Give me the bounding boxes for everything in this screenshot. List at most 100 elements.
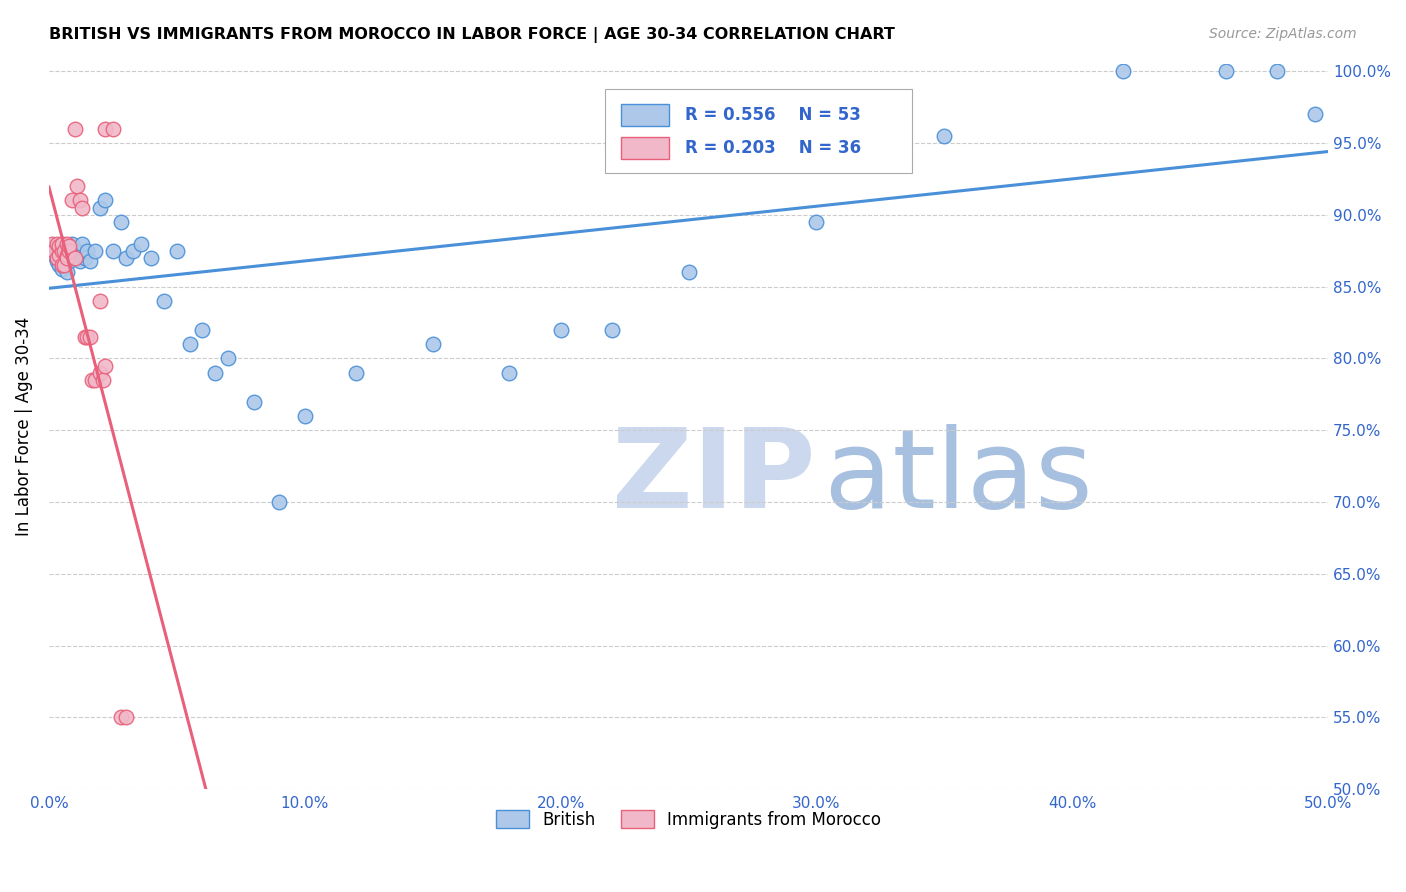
Point	[89, 201, 111, 215]
Text: atlas: atlas	[612, 424, 1092, 531]
Point	[56, 265, 79, 279]
Point	[69, 194, 91, 208]
Point	[166, 244, 188, 258]
Bar	[621, 137, 669, 159]
Point	[89, 293, 111, 308]
Text: R = 0.203    N = 36: R = 0.203 N = 36	[685, 139, 860, 157]
Point	[42, 244, 65, 258]
Point	[79, 330, 101, 344]
Point	[56, 251, 79, 265]
Point	[51, 236, 73, 251]
Point	[41, 244, 63, 258]
Point	[600, 323, 623, 337]
Point	[269, 495, 291, 509]
Point	[56, 248, 79, 262]
Point	[153, 293, 176, 308]
Point	[550, 323, 572, 337]
Point	[82, 373, 104, 387]
Point	[1112, 64, 1135, 78]
Point	[53, 251, 76, 265]
Point	[60, 194, 83, 208]
Point	[89, 366, 111, 380]
Point	[45, 251, 67, 265]
Point	[84, 244, 107, 258]
Point	[53, 244, 76, 258]
Point	[242, 394, 264, 409]
Point	[41, 236, 63, 251]
Point	[217, 351, 239, 366]
Point	[51, 262, 73, 277]
Point	[1305, 107, 1327, 121]
Point	[70, 236, 93, 251]
Text: R = 0.556    N = 53: R = 0.556 N = 53	[685, 106, 860, 124]
Point	[69, 253, 91, 268]
Point	[110, 710, 132, 724]
Point	[58, 244, 80, 258]
Point	[42, 248, 65, 262]
Point	[1215, 64, 1237, 78]
Point	[498, 366, 520, 380]
Point	[66, 244, 89, 258]
Point	[94, 194, 117, 208]
Point	[179, 337, 201, 351]
Point	[58, 253, 80, 268]
Point	[101, 244, 124, 258]
Point	[114, 710, 136, 724]
Point	[110, 215, 132, 229]
Point	[678, 265, 700, 279]
Point	[53, 258, 76, 272]
Point	[101, 121, 124, 136]
Point	[63, 251, 86, 265]
Point	[79, 253, 101, 268]
Text: BRITISH VS IMMIGRANTS FROM MOROCCO IN LABOR FORCE | AGE 30-34 CORRELATION CHART: BRITISH VS IMMIGRANTS FROM MOROCCO IN LA…	[49, 27, 896, 43]
Point	[73, 330, 96, 344]
Point	[63, 121, 86, 136]
Point	[204, 366, 226, 380]
Point	[53, 244, 76, 258]
Point	[51, 236, 73, 251]
Point	[42, 239, 65, 253]
Point	[51, 258, 73, 272]
Point	[91, 373, 114, 387]
Point	[94, 121, 117, 136]
Point	[58, 244, 80, 258]
Point	[63, 251, 86, 265]
Point	[1265, 64, 1288, 78]
Point	[114, 251, 136, 265]
Point	[294, 409, 316, 423]
Text: Source: ZipAtlas.com: Source: ZipAtlas.com	[1209, 27, 1357, 41]
Point	[48, 239, 70, 253]
Point	[56, 236, 79, 251]
Point	[58, 239, 80, 253]
Point	[70, 201, 93, 215]
Legend: British, Immigrants from Morocco: British, Immigrants from Morocco	[489, 804, 889, 835]
Point	[84, 373, 107, 387]
Point	[122, 244, 145, 258]
Point	[76, 330, 98, 344]
Point	[76, 244, 98, 258]
Bar	[621, 104, 669, 126]
Point	[48, 258, 70, 272]
Point	[344, 366, 367, 380]
Point	[48, 248, 70, 262]
Point	[94, 359, 117, 373]
Point	[422, 337, 444, 351]
Point	[73, 251, 96, 265]
Point	[934, 128, 956, 143]
Point	[73, 839, 96, 854]
FancyBboxPatch shape	[606, 89, 912, 173]
Point	[129, 236, 152, 251]
Point	[53, 253, 76, 268]
Point	[66, 179, 89, 194]
Point	[806, 215, 828, 229]
Text: ZIP: ZIP	[612, 424, 815, 531]
Point	[191, 323, 214, 337]
Point	[45, 253, 67, 268]
Y-axis label: In Labor Force | Age 30-34: In Labor Force | Age 30-34	[15, 317, 32, 536]
Point	[45, 236, 67, 251]
Point	[141, 251, 163, 265]
Point	[60, 236, 83, 251]
Point	[51, 244, 73, 258]
Point	[48, 244, 70, 258]
Point	[45, 251, 67, 265]
